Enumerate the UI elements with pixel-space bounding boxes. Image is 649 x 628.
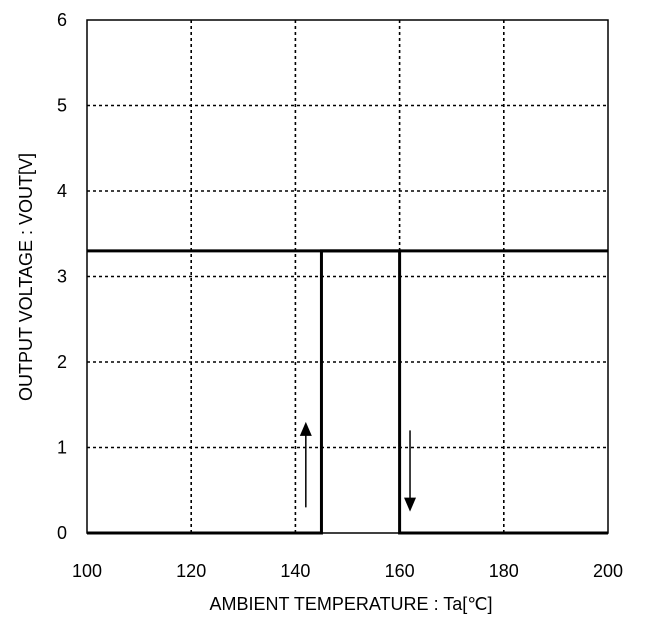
annotation-arrows [299,421,417,512]
arrow-down [404,430,417,512]
series-group [87,249,608,535]
y-tick-label: 1 [57,438,67,458]
y-tick-label: 0 [57,523,67,543]
grid-lines [87,20,608,533]
series-line-2 [87,249,608,535]
x-tick-labels: 100 120 140 160 180 200 [72,561,623,581]
plot-frame [86,19,609,534]
y-tick-label: 5 [57,96,67,116]
y-tick-labels: 0 1 2 3 4 5 6 [57,10,67,543]
arrow-up [299,421,312,508]
x-tick-label: 180 [489,561,519,581]
y-axis-title: OUTPUT VOLTAGE : VOUT[V] [16,153,36,401]
x-tick-label: 120 [176,561,206,581]
y-tick-label: 3 [57,267,67,287]
x-tick-label: 200 [593,561,623,581]
x-axis-title: AMBIENT TEMPERATURE : Ta[℃] [210,594,493,614]
y-tick-label: 4 [57,181,67,201]
x-tick-label: 140 [280,561,310,581]
x-tick-label: 100 [72,561,102,581]
y-tick-label: 6 [57,10,67,30]
x-tick-label: 160 [385,561,415,581]
y-tick-label: 2 [57,352,67,372]
series-line-1 [87,249,608,535]
